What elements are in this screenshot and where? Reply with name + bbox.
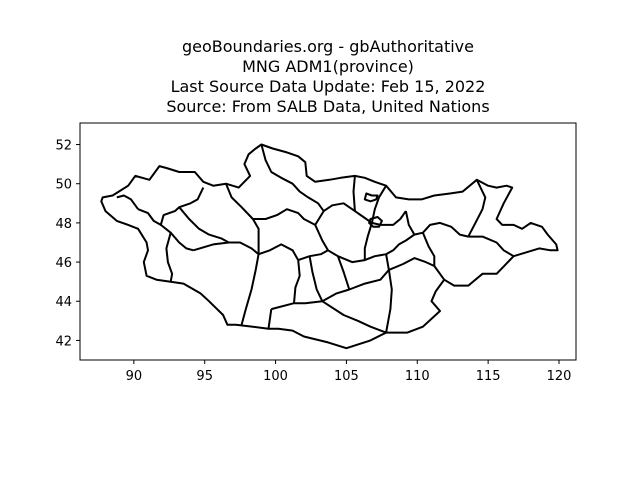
title-line-update-date: Last Source Data Update: Feb 15, 2022 <box>170 77 486 96</box>
province-boundary-17 <box>267 308 273 329</box>
province-boundary-15 <box>271 269 390 311</box>
country-outline <box>100 143 559 350</box>
x-tick-label: 105 <box>334 369 359 384</box>
province-boundary-29 <box>421 232 436 266</box>
y-tick-label: 50 <box>55 178 72 193</box>
province-boundary-3 <box>160 224 194 252</box>
province-boundary-8 <box>240 254 260 325</box>
x-tick-label: 120 <box>547 369 572 384</box>
province-boundary-14 <box>308 256 324 302</box>
province-boundary-30 <box>468 235 515 258</box>
plot-frame <box>79 122 577 361</box>
y-tick-label: 46 <box>55 256 72 271</box>
y-tick-label: 52 <box>55 139 72 154</box>
province-boundary-18 <box>337 231 424 264</box>
title-line-source-site: geoBoundaries.org - gbAuthoritative <box>181 37 474 56</box>
province-boundary-4 <box>165 232 174 282</box>
title-line-source: Source: From SALB Data, United Nations <box>166 97 490 116</box>
x-tick-label: 95 <box>196 369 213 384</box>
province-boundary-12 <box>314 224 339 258</box>
province-boundary-20 <box>385 254 393 333</box>
y-tick-label: 48 <box>55 217 72 232</box>
province-boundary-13 <box>297 249 329 262</box>
province-boundary-26 <box>404 210 416 236</box>
province-boundary-19 <box>336 255 351 290</box>
x-tick-label: 115 <box>476 369 501 384</box>
y-tick-label: 44 <box>55 295 72 310</box>
province-boundary-24 <box>370 185 387 224</box>
province-boundary-21 <box>388 257 446 281</box>
y-tick-label: 42 <box>55 334 72 349</box>
city-enclave-1 <box>363 192 379 203</box>
province-boundary-2 <box>116 194 139 210</box>
x-tick-label: 100 <box>263 369 288 384</box>
map-title: geoBoundaries.org - gbAuthoritative MNG … <box>0 37 640 117</box>
province-boundary-25 <box>363 222 373 261</box>
province-boundary-6 <box>178 206 230 244</box>
province-boundary-7 <box>225 183 260 255</box>
province-boundary-27 <box>422 221 469 238</box>
x-axis: 90 95 100 105 110 115 120 <box>126 360 572 384</box>
city-enclave-2 <box>368 216 383 228</box>
province-boundary-22 <box>323 202 407 226</box>
province-boundary-9 <box>258 243 301 304</box>
province-boundary-10 <box>260 144 325 212</box>
province-boundary-5 <box>193 241 260 255</box>
province-boundary-1 <box>137 187 205 226</box>
province-boundary-28 <box>467 179 487 238</box>
x-tick-label: 110 <box>405 369 430 384</box>
y-axis: 42 44 46 48 50 52 <box>55 139 80 349</box>
province-boundary-16 <box>321 300 387 334</box>
province-boundary-11 <box>252 208 325 226</box>
x-tick-label: 90 <box>126 369 143 384</box>
province-boundary-23 <box>352 175 356 212</box>
province-boundaries <box>100 143 559 350</box>
title-line-dataset: MNG ADM1(province) <box>242 57 414 76</box>
